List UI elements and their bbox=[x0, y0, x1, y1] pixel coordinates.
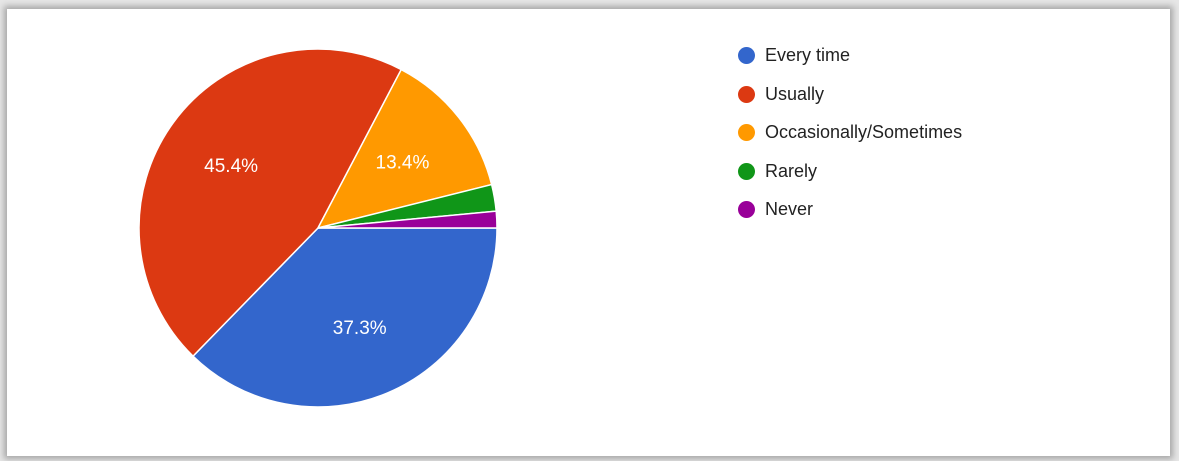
legend-label: Rarely bbox=[765, 160, 818, 181]
legend-label: Usually bbox=[765, 83, 825, 104]
legend-swatch-icon bbox=[738, 162, 755, 180]
pie-slice-every-time bbox=[191, 227, 498, 408]
pie-slice-occasionally-sometimes bbox=[316, 68, 493, 230]
pie-slice-never bbox=[317, 210, 498, 229]
slice-label: 45.4% bbox=[204, 156, 258, 177]
legend-swatch-icon bbox=[738, 201, 755, 218]
legend-item: Occasionally/Sometimes bbox=[738, 123, 962, 142]
legend-item: Every time bbox=[738, 46, 962, 65]
legend-label: Never bbox=[765, 199, 814, 219]
legend-item: Never bbox=[738, 200, 962, 219]
pie-slice-usually bbox=[138, 48, 403, 358]
slice-label: 37.3% bbox=[333, 318, 387, 339]
legend-swatch-icon bbox=[738, 124, 755, 141]
legend-swatch-icon bbox=[738, 47, 755, 64]
legend-item: Usually bbox=[738, 83, 962, 104]
slice-label: 13.4% bbox=[376, 153, 430, 174]
chart-legend: Every time Usually Occasionally/Sometimes R… bbox=[738, 46, 962, 219]
legend-label: Occasionally/Sometimes bbox=[765, 122, 963, 142]
legend-item: Rarely bbox=[738, 160, 962, 181]
legend-swatch-icon bbox=[738, 85, 755, 103]
legend-label: Every time bbox=[765, 45, 851, 65]
